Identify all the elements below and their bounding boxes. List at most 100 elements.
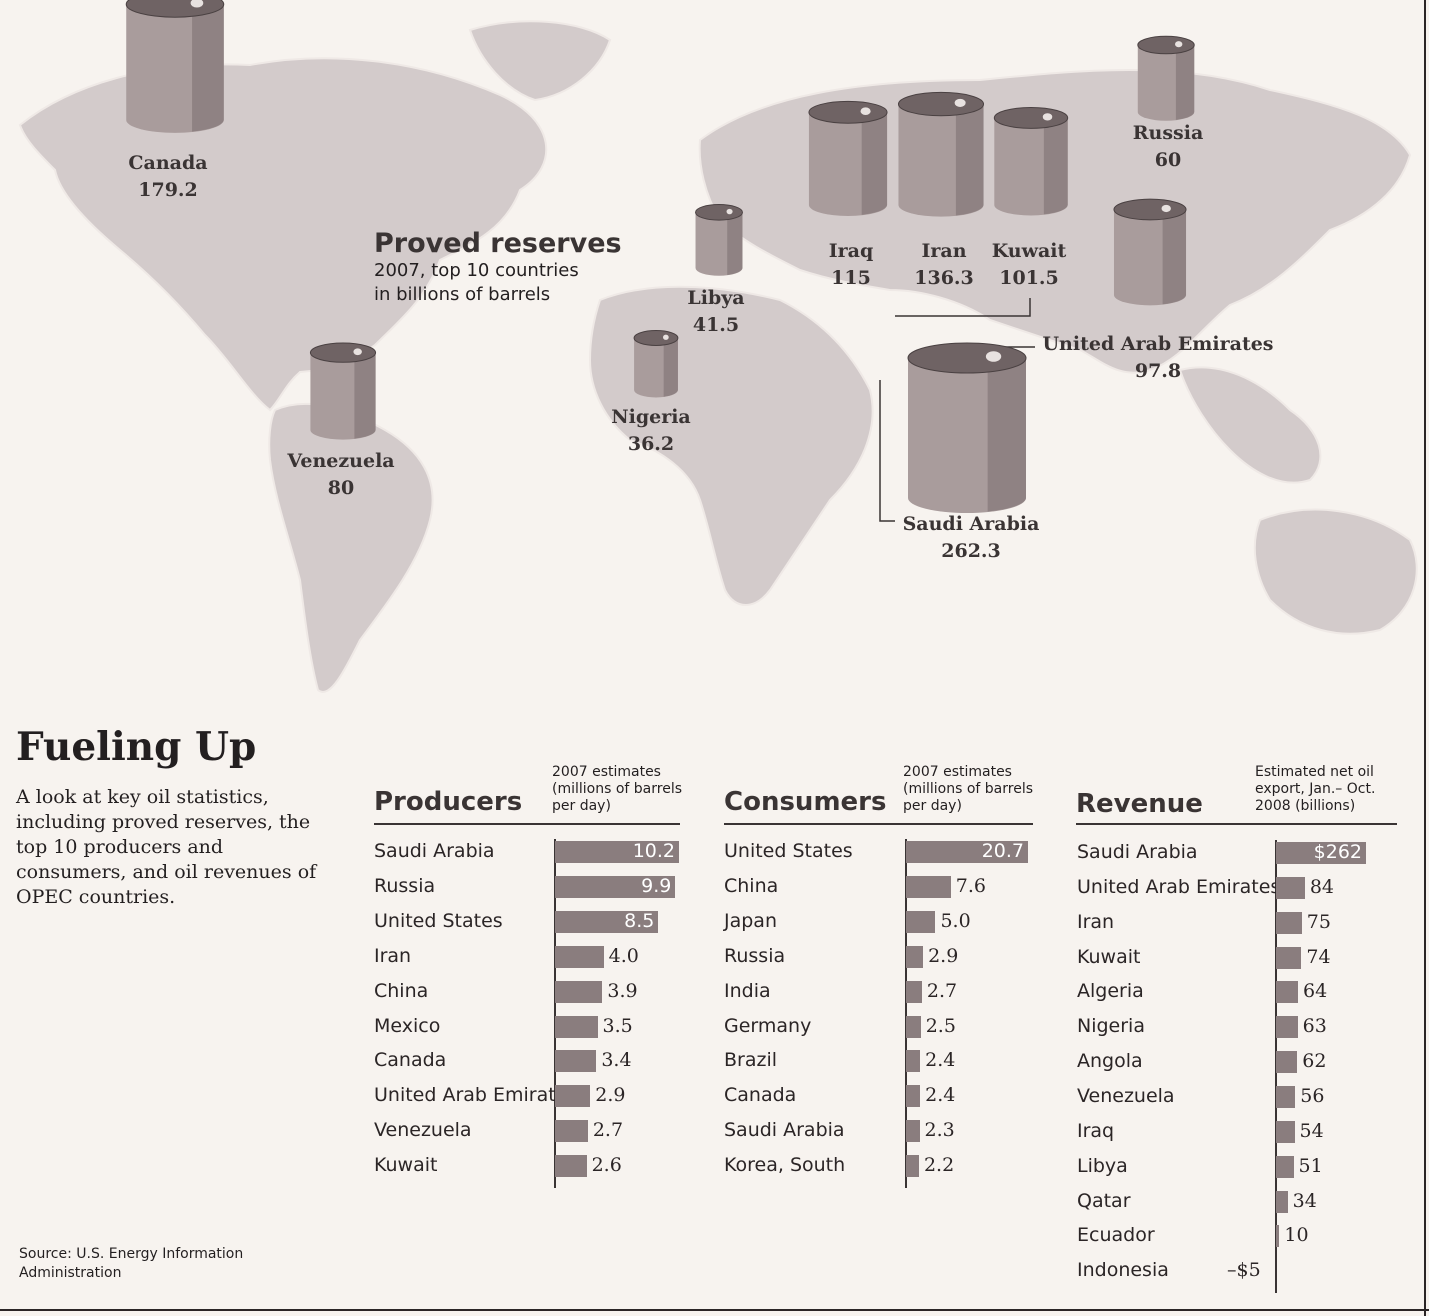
- revenue-category-label: Algeria: [1077, 980, 1144, 1003]
- reserve-label-russia: Russia 60: [1028, 120, 1308, 174]
- reserve-label-kuwait: Kuwait 101.5: [889, 238, 1169, 292]
- reserve-label-iran: Iran 136.3: [804, 238, 1084, 292]
- consumers-bar: [906, 841, 1028, 863]
- consumers-bar: [906, 1085, 921, 1108]
- consumers-rule: [724, 823, 1033, 825]
- consumers-category-label: Korea, South: [724, 1154, 846, 1177]
- barrel-shade: [663, 337, 678, 397]
- revenue-value-label: 54: [1299, 1119, 1324, 1142]
- reserve-country-name: Iraq: [828, 240, 874, 262]
- barrel-top: [897, 91, 985, 117]
- barrel-top: [695, 204, 743, 221]
- revenue-value-label: 74: [1306, 945, 1331, 968]
- revenue-value-label: 34: [1292, 1189, 1317, 1212]
- producers-bar: [555, 1155, 587, 1178]
- revenue-category-label: Venezuela: [1077, 1084, 1175, 1107]
- revenue-bar: [1276, 946, 1302, 969]
- revenue-rule: [1076, 823, 1397, 825]
- revenue-value-label: 51: [1298, 1154, 1323, 1177]
- revenue-note: Estimated net oil export, Jan.– Oct. 200…: [1255, 764, 1376, 814]
- barrel-cap: [954, 98, 966, 107]
- producers-value-label: 3.5: [602, 1014, 633, 1037]
- consumers-bar: [906, 945, 924, 968]
- consumers-category-label: Germany: [724, 1014, 812, 1037]
- consumers-value-label: 2.4: [925, 1084, 956, 1107]
- consumers-bar: [906, 1050, 921, 1073]
- consumers-value-label: 2.5: [925, 1014, 956, 1037]
- revenue-bar: [1276, 981, 1298, 1004]
- revenue-category-label: Angola: [1077, 1050, 1143, 1073]
- reserve-label-libya: Libya 41.5: [576, 285, 856, 339]
- revenue-bar: [1276, 876, 1305, 899]
- reserve-country-name: Kuwait: [991, 240, 1067, 262]
- barrel-shade: [1175, 45, 1195, 120]
- reserve-label-iraq: Iraq 115: [711, 238, 991, 292]
- barrel-top: [907, 342, 1027, 374]
- revenue-bar: [1276, 1051, 1298, 1074]
- barrel-united-arab-emirates: [1113, 198, 1187, 306]
- barrel-russia: [1137, 35, 1195, 121]
- consumers-bar: [906, 980, 922, 1003]
- page-title: Fueling Up: [16, 724, 257, 770]
- frame-right: [1424, 0, 1426, 1316]
- reserve-value: 41.5: [692, 314, 740, 336]
- revenue-category-label: Indonesia: [1077, 1259, 1169, 1282]
- barrel-shade: [727, 212, 743, 275]
- barrel-cap: [190, 0, 204, 8]
- frame-bottom: [0, 1309, 1429, 1311]
- source-note: Source: U.S. Energy Information Administ…: [19, 1246, 244, 1281]
- barrel-top: [633, 330, 679, 346]
- reserve-country-name: Russia: [1132, 122, 1204, 144]
- barrel-kuwait: [993, 106, 1069, 216]
- barrel-top: [1113, 198, 1187, 221]
- producers-rule: [374, 823, 680, 825]
- barrel-iraq: [808, 100, 888, 216]
- consumers-category-label: Russia: [724, 944, 786, 967]
- revenue-bar: [1276, 842, 1366, 864]
- reserve-value: 80: [327, 477, 355, 499]
- producers-bar: [555, 1085, 591, 1108]
- consumers-category-label: India: [724, 979, 771, 1002]
- revenue-value-label: $262: [1313, 841, 1362, 863]
- reserve-value: 97.8: [1134, 360, 1182, 382]
- reserve-label-united-arab-emirates: United Arab Emirates 97.8: [1018, 331, 1298, 385]
- revenue-value-label: 75: [1306, 910, 1331, 933]
- consumers-category-label: United States: [724, 840, 853, 862]
- revenue-category-label: Libya: [1077, 1154, 1128, 1177]
- barrel-shade: [1043, 117, 1068, 215]
- barrel-top: [808, 100, 888, 124]
- barrel-iran: [897, 91, 985, 217]
- consumers-category-label: Japan: [724, 909, 777, 932]
- revenue-bar: [1276, 1225, 1280, 1248]
- barrel-cap: [860, 107, 871, 116]
- barrel-shade: [354, 352, 376, 439]
- revenue-category-label: United Arab Emirates: [1077, 875, 1281, 898]
- barrel-libya: [695, 204, 743, 276]
- producers-category-label: Mexico: [374, 1014, 441, 1037]
- revenue-value-label: 62: [1302, 1050, 1327, 1073]
- revenue-value-label: 84: [1309, 875, 1335, 898]
- reserve-label-canada: Canada 179.2: [28, 150, 308, 204]
- revenue-value-label: 64: [1302, 980, 1328, 1003]
- barrel-shade: [955, 104, 984, 216]
- barrel-nigeria: [633, 330, 679, 398]
- barrel-cap: [1175, 41, 1183, 48]
- revenue-value-label: 10: [1284, 1224, 1309, 1247]
- consumers-bar: [906, 1015, 921, 1038]
- consumers-value-label: 20.7: [981, 840, 1024, 862]
- producers-value-label: 3.4: [601, 1049, 632, 1072]
- producers-category-label: China: [374, 979, 429, 1002]
- barrel-shade: [1162, 209, 1187, 305]
- barrel-top: [1137, 35, 1195, 55]
- consumers-title: Consumers: [724, 787, 887, 817]
- barrel-markers: [125, 0, 1195, 513]
- consumers-axis: [905, 839, 907, 1188]
- reserve-label-venezuela: Venezuela 80: [201, 448, 481, 502]
- revenue-title: Revenue: [1076, 789, 1203, 819]
- reserve-country-name: Saudi Arabia: [902, 513, 1040, 535]
- south-america-shape: [268, 402, 434, 693]
- reserve-value: 101.5: [999, 267, 1059, 289]
- reserve-label-saudi-arabia: Saudi Arabia 262.3: [831, 511, 1111, 565]
